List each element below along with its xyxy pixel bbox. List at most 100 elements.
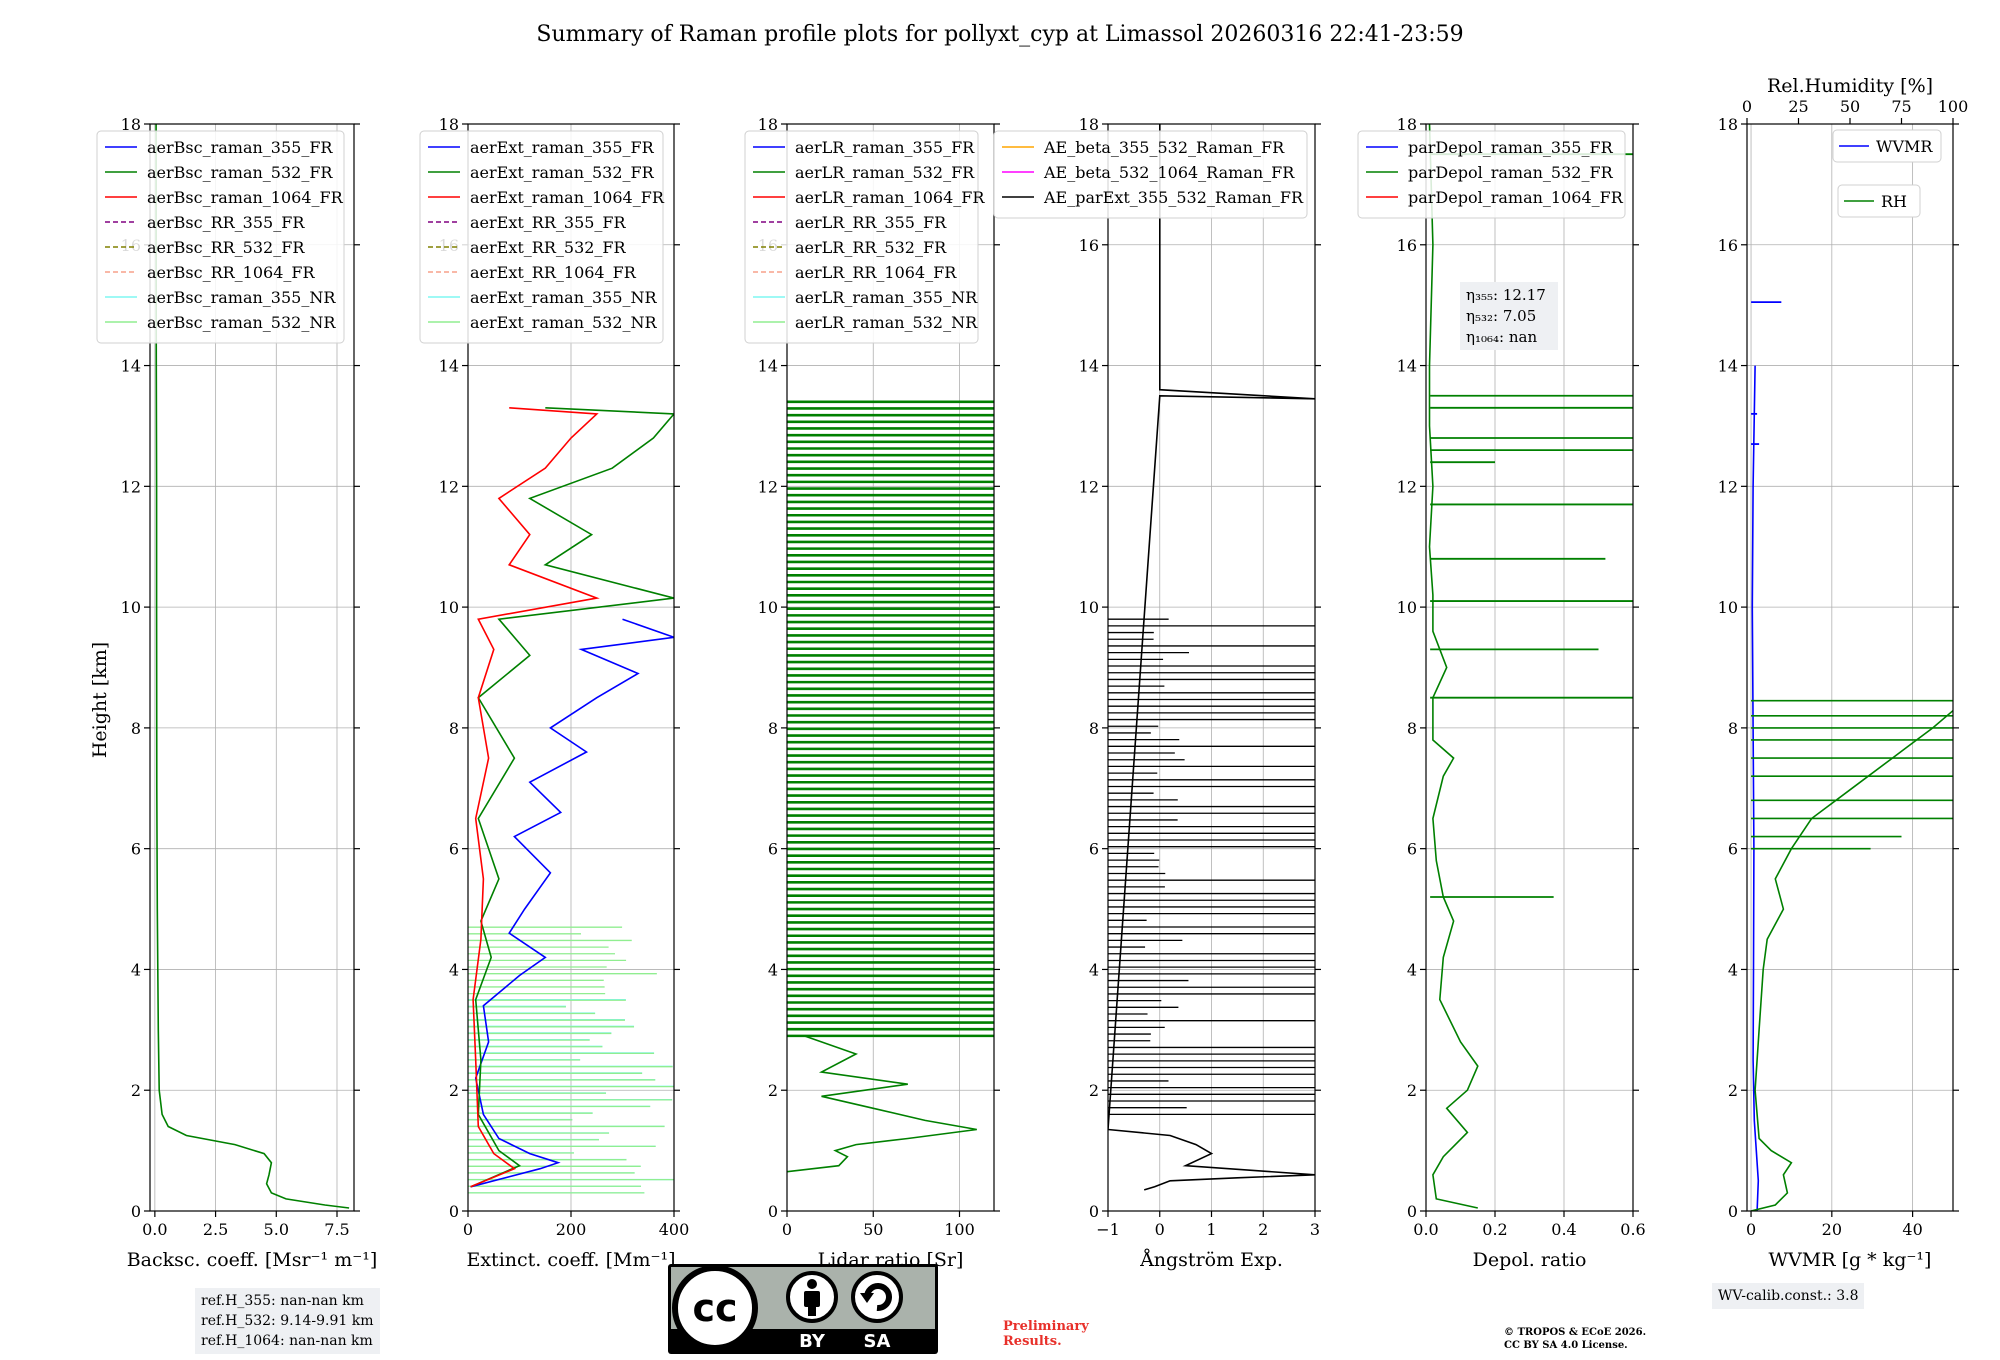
x-tick-label: 0 bbox=[1746, 1220, 1756, 1239]
y-tick-label: 0 bbox=[768, 1202, 778, 1221]
profile-parDepol_raman_532_FR bbox=[1428, 124, 1479, 1209]
y-tick-label: 8 bbox=[1407, 719, 1417, 738]
y-tick-label: 14 bbox=[439, 357, 459, 376]
copyright-notice: © TROPOS & ECoE 2026. CC BY SA 4.0 Licen… bbox=[1504, 1326, 1646, 1352]
legend-label: aerExt_raman_355_FR bbox=[470, 138, 655, 157]
sa-arrow-arc bbox=[864, 1283, 892, 1312]
cc-license-badge: cc BY SA bbox=[668, 1264, 938, 1354]
y-tick-label: 4 bbox=[1728, 960, 1738, 979]
reference-height-box: ref.H_355: nan-nan km ref.H_532: 9.14-9.… bbox=[195, 1288, 380, 1354]
y-tick-label: 10 bbox=[1079, 598, 1099, 617]
legend-box-rh bbox=[1837, 184, 1921, 218]
preliminary-notice: Preliminary Results. bbox=[1003, 1319, 1089, 1349]
plot-frame bbox=[786, 123, 995, 1212]
x-axis-label: Extinct. coeff. [Mm⁻¹] bbox=[466, 1249, 675, 1271]
y-tick-label: 4 bbox=[1089, 960, 1099, 979]
y-tick-label: 18 bbox=[121, 115, 141, 134]
plot-frame bbox=[149, 123, 355, 1212]
x-tick-label: 0.0 bbox=[1413, 1220, 1438, 1239]
eta-annotation-box bbox=[1460, 282, 1558, 350]
plot-frame bbox=[1425, 123, 1634, 1212]
legend-label: AE_beta_355_532_Raman_FR bbox=[1043, 138, 1285, 157]
legend-label: aerLR_raman_1064_FR bbox=[795, 188, 985, 207]
y-tick-label: 2 bbox=[1089, 1081, 1099, 1100]
legend-box-wvmr bbox=[1832, 129, 1942, 163]
legend-lr: aerLR_raman_355_FR aerLR_raman_532_FR aerL… bbox=[744, 130, 985, 344]
legend-depol: parDepol_raman_355_FR parDepol_raman_532_… bbox=[1357, 130, 1626, 219]
legend-box bbox=[419, 130, 664, 344]
y-tick-label: 2 bbox=[1728, 1081, 1738, 1100]
x2-tick-label: 50 bbox=[1840, 97, 1860, 116]
y-tick-label: 2 bbox=[131, 1081, 141, 1100]
profile-aerExt_raman_1064_FR bbox=[470, 407, 600, 1188]
cc-circle-icon bbox=[672, 1265, 758, 1351]
y-tick-label: 16 bbox=[1079, 236, 1099, 255]
x-tick-label: 5.0 bbox=[264, 1220, 289, 1239]
y-tick-label: 6 bbox=[1089, 840, 1099, 859]
legend-bsc: aerBsc_raman_355_FR aerBsc_raman_532_FRae… bbox=[96, 130, 345, 344]
panel-ext: 0246810121416180200400Extinct. coeff. [M… bbox=[419, 115, 689, 1271]
data-layer bbox=[787, 400, 994, 1173]
x-tick-label: 0 bbox=[463, 1220, 473, 1239]
y-tick-label: 14 bbox=[1079, 357, 1099, 376]
x-tick-label: 7.5 bbox=[324, 1220, 349, 1239]
legend-label: aerBsc_raman_532_NR bbox=[147, 313, 336, 332]
y-tick-label: 14 bbox=[758, 357, 778, 376]
y-tick-label: 12 bbox=[1079, 477, 1099, 496]
y-tick-label: 16 bbox=[1397, 236, 1417, 255]
profile-WVMR bbox=[1751, 365, 1760, 1211]
legend-label: aerExt_RR_355_FR bbox=[470, 213, 627, 232]
y-tick-label: 6 bbox=[1728, 840, 1738, 859]
eta-annotation: η₃₅₅: 12.17 η₅₃₂: 7.05 η₁₀₆₄: nan bbox=[1460, 282, 1558, 350]
y-tick-label: 6 bbox=[768, 840, 778, 859]
y-tick-label: 18 bbox=[1718, 115, 1738, 134]
y-tick-label: 8 bbox=[131, 719, 141, 738]
eta-355-label: η₃₅₅: 12.17 bbox=[1466, 286, 1546, 304]
eta-1064-label: η₁₀₆₄: nan bbox=[1466, 328, 1537, 346]
x-axis-label: Ångström Exp. bbox=[1139, 1249, 1283, 1271]
legend-label: parDepol_raman_532_FR bbox=[1408, 163, 1614, 182]
x2-tick-label: 25 bbox=[1788, 97, 1808, 116]
x2-axis-label: Rel.Humidity [%] bbox=[1767, 75, 1933, 97]
x-axis-label: WVMR [g * kg⁻¹] bbox=[1769, 1249, 1932, 1271]
x-tick-label: −1 bbox=[1096, 1220, 1120, 1239]
x-axis-label: Backsc. coeff. [Msr⁻¹ m⁻¹] bbox=[127, 1249, 378, 1271]
y-tick-label: 18 bbox=[439, 115, 459, 134]
legend-label: aerLR_raman_532_NR bbox=[795, 313, 978, 332]
data-layer bbox=[155, 124, 350, 1209]
x-tick-label: 0 bbox=[1155, 1220, 1165, 1239]
x-tick-label: 0.4 bbox=[1551, 1220, 1576, 1239]
y-tick-label: 8 bbox=[768, 719, 778, 738]
y-tick-label: 12 bbox=[1397, 477, 1417, 496]
legend-label: AE_parExt_355_532_Raman_FR bbox=[1043, 188, 1304, 207]
y-tick-label: 6 bbox=[449, 840, 459, 859]
copyright-line-1: © TROPOS & ECoE 2026. bbox=[1504, 1327, 1647, 1338]
y-tick-label: 18 bbox=[1079, 115, 1099, 134]
eta-532-label: η₅₃₂: 7.05 bbox=[1466, 307, 1536, 325]
profile-RH bbox=[1750, 709, 1953, 1211]
wv-calibration-text: WV-calib.const.: 3.8 bbox=[1718, 1288, 1859, 1304]
panel-lr: 024681012141618050100Lidar ratio [Sr]aer… bbox=[744, 115, 1000, 1271]
x-tick-label: 200 bbox=[556, 1220, 587, 1239]
plot-frame bbox=[1746, 123, 1954, 1212]
y-tick-label: 14 bbox=[121, 357, 141, 376]
legend-label: aerBsc_raman_1064_FR bbox=[147, 188, 344, 207]
by-person-legs bbox=[808, 1305, 816, 1316]
y-tick-label: 10 bbox=[121, 598, 141, 617]
preliminary-line-2: Results. bbox=[1003, 1334, 1062, 1349]
y-tick-label: 12 bbox=[758, 477, 778, 496]
legend-label: aerLR_RR_355_FR bbox=[795, 213, 947, 232]
y-tick-label: 4 bbox=[131, 960, 141, 979]
y-tick-label: 2 bbox=[768, 1081, 778, 1100]
y-tick-label: 10 bbox=[1718, 598, 1738, 617]
x-tick-label: 50 bbox=[863, 1220, 883, 1239]
legend-label: aerExt_raman_532_FR bbox=[470, 163, 655, 182]
legend-box bbox=[993, 130, 1308, 219]
legend-label: aerBsc_RR_532_FR bbox=[147, 238, 305, 257]
wv-calibration-box: WV-calib.const.: 3.8 bbox=[1712, 1283, 1865, 1309]
legend-label: aerBsc_RR_1064_FR bbox=[147, 263, 316, 282]
legend-ae: AE_beta_355_532_Raman_FR AE_beta_532_1064… bbox=[993, 130, 1308, 219]
legend-label: aerBsc_raman_355_NR bbox=[147, 288, 336, 307]
